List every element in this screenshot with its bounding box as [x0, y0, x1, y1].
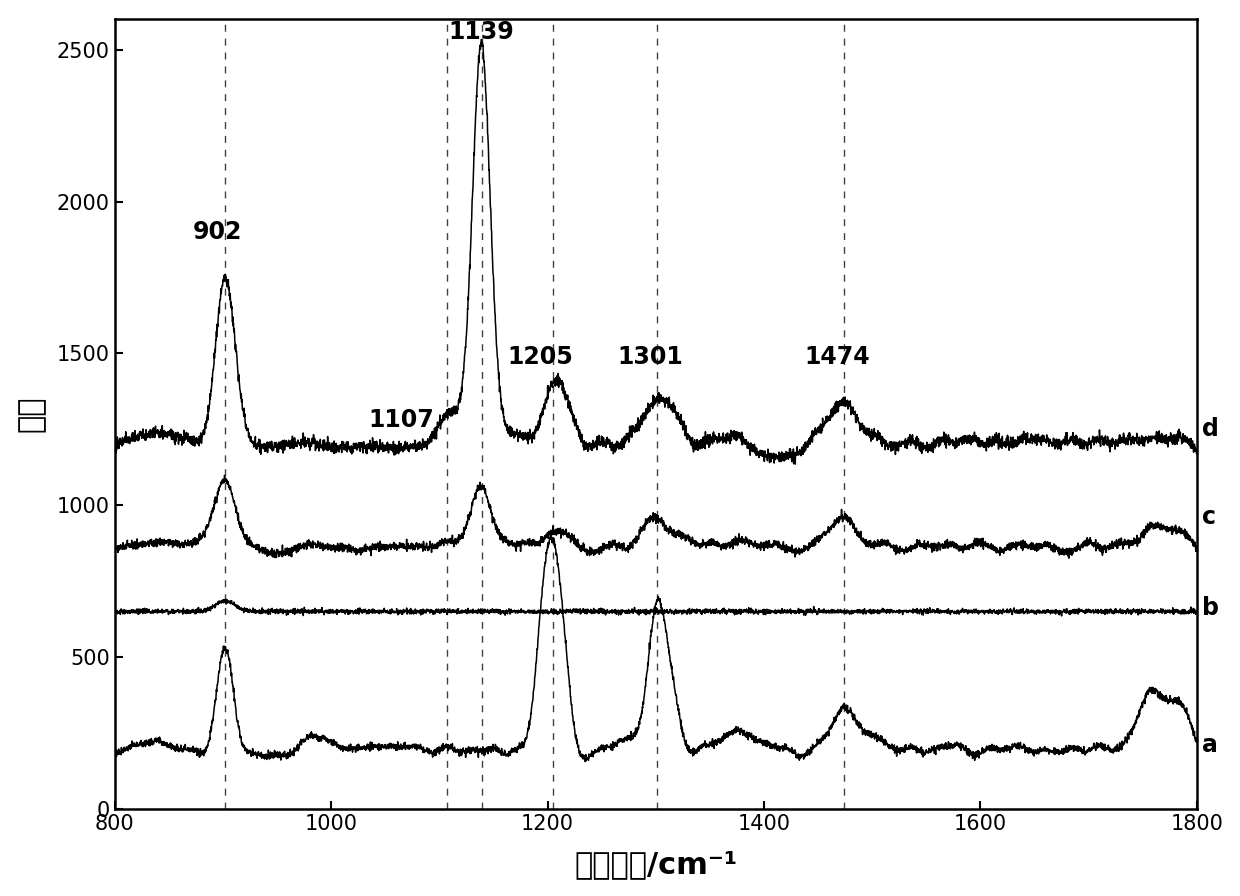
Text: d: d	[1203, 418, 1219, 442]
Text: 1205: 1205	[507, 345, 573, 368]
Text: 1107: 1107	[368, 409, 434, 433]
Text: 902: 902	[192, 220, 242, 244]
Text: 1301: 1301	[618, 345, 683, 368]
Text: 1139: 1139	[449, 20, 515, 44]
Text: a: a	[1203, 733, 1218, 757]
Text: b: b	[1203, 597, 1219, 620]
Text: 1474: 1474	[805, 345, 870, 368]
Y-axis label: 强度: 强度	[16, 396, 46, 433]
X-axis label: 拉曼位移/cm⁻¹: 拉曼位移/cm⁻¹	[574, 850, 738, 879]
Text: c: c	[1203, 505, 1216, 530]
